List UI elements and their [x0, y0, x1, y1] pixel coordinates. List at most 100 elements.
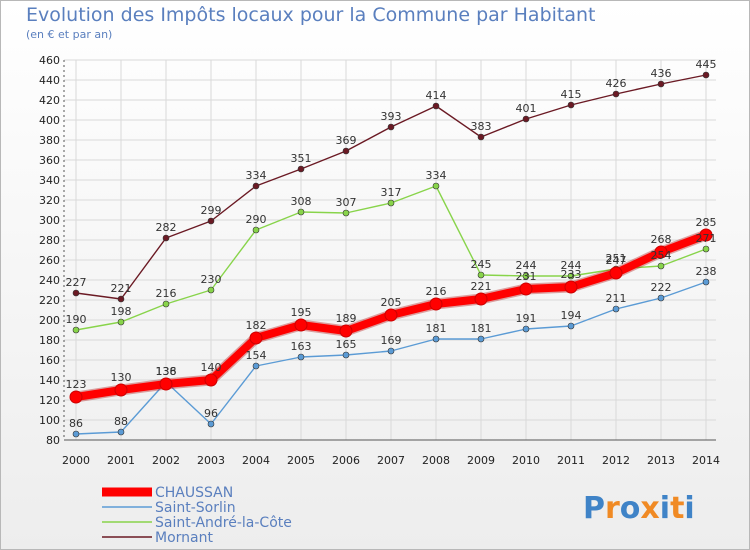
data-label-saint-andr-la-c-te-2001: 198 — [111, 305, 132, 318]
x-tick-label-2003: 2003 — [197, 454, 225, 467]
data-label-saint-sorlin-2003: 96 — [204, 407, 218, 420]
data-label-saint-andr-la-c-te-2000: 190 — [66, 313, 87, 326]
data-label-saint-andr-la-c-te-2014: 271 — [696, 232, 717, 245]
data-label-chaussan-2006: 189 — [336, 312, 357, 325]
point-saint-andr-la-c-te-2001 — [117, 318, 125, 326]
x-tick-label-2014: 2014 — [692, 454, 720, 467]
point-chaussan-2002 — [159, 377, 173, 391]
point-saint-sorlin-2013 — [657, 294, 665, 302]
data-label-saint-andr-la-c-te-2005: 308 — [291, 195, 312, 208]
y-tick-label-440: 440 — [39, 74, 60, 87]
data-label-saint-andr-la-c-te-2010: 244 — [516, 259, 537, 272]
logo-letter: x — [640, 491, 659, 526]
y-tick-label-340: 340 — [39, 174, 60, 187]
logo-letter: i — [684, 491, 694, 526]
data-label-mornant-2012: 426 — [606, 77, 627, 90]
point-saint-sorlin-2007 — [387, 347, 395, 355]
data-label-saint-sorlin-2014: 238 — [696, 265, 717, 278]
data-label-mornant-2014: 445 — [696, 58, 717, 71]
point-saint-sorlin-2012 — [612, 305, 620, 313]
point-chaussan-2001 — [114, 383, 128, 397]
data-label-chaussan-2009: 221 — [471, 280, 492, 293]
data-label-saint-sorlin-2005: 163 — [291, 340, 312, 353]
point-mornant-2003 — [207, 217, 215, 225]
data-label-chaussan-2001: 130 — [111, 371, 132, 384]
x-tick-label-2009: 2009 — [467, 454, 495, 467]
y-tick-label-420: 420 — [39, 94, 60, 107]
x-tick-label-2005: 2005 — [287, 454, 315, 467]
point-mornant-2009 — [477, 133, 485, 141]
data-label-saint-andr-la-c-te-2003: 230 — [201, 273, 222, 286]
point-saint-sorlin-2005 — [297, 353, 305, 361]
x-tick-label-2012: 2012 — [602, 454, 630, 467]
data-label-mornant-2001: 221 — [111, 282, 132, 295]
point-mornant-2001 — [117, 295, 125, 303]
point-saint-andr-la-c-te-2011 — [567, 272, 575, 280]
proxiti-logo: Proxiti — [583, 491, 695, 526]
data-label-saint-andr-la-c-te-2012: 251 — [606, 252, 627, 265]
point-saint-sorlin-2010 — [522, 325, 530, 333]
data-label-mornant-2004: 334 — [246, 169, 267, 182]
data-label-saint-andr-la-c-te-2002: 216 — [156, 287, 177, 300]
y-tick-label-460: 460 — [39, 54, 60, 67]
point-mornant-2014 — [702, 71, 710, 79]
point-saint-sorlin-2008 — [432, 335, 440, 343]
point-saint-andr-la-c-te-2005 — [297, 208, 305, 216]
data-label-saint-sorlin-2009: 181 — [471, 322, 492, 335]
point-chaussan-2014 — [699, 228, 713, 242]
data-label-saint-sorlin-2001: 88 — [114, 415, 128, 428]
logo-letter: t — [670, 491, 684, 526]
point-chaussan-2000 — [69, 390, 83, 404]
y-tick-label-280: 280 — [39, 234, 60, 247]
x-tick-label-2002: 2002 — [152, 454, 180, 467]
point-chaussan-2012 — [609, 266, 623, 280]
x-tick-label-2013: 2013 — [647, 454, 675, 467]
legend-label-saint-sorlin: Saint-Sorlin — [155, 500, 236, 516]
data-label-mornant-2010: 401 — [516, 102, 537, 115]
data-label-saint-andr-la-c-te-2013: 254 — [651, 249, 672, 262]
point-saint-sorlin-2001 — [117, 428, 125, 436]
y-tick-label-120: 120 — [39, 394, 60, 407]
data-label-saint-andr-la-c-te-2007: 317 — [381, 186, 402, 199]
data-label-chaussan-2002: 136 — [156, 365, 177, 378]
data-label-mornant-2006: 369 — [336, 134, 357, 147]
point-saint-sorlin-2006 — [342, 351, 350, 359]
y-tick-label-400: 400 — [39, 114, 60, 127]
y-tick-label-360: 360 — [39, 154, 60, 167]
data-label-chaussan-2003: 140 — [201, 361, 222, 374]
y-tick-label-100: 100 — [39, 414, 60, 427]
axes: 80 100 120 140 160 180 200 220 240 260 280 300 320 34… — [39, 54, 720, 467]
logo-letter: P — [583, 491, 605, 526]
y-tick-label-160: 160 — [39, 354, 60, 367]
data-label-saint-sorlin-2000: 86 — [69, 417, 83, 430]
point-chaussan-2009 — [474, 292, 488, 306]
data-label-saint-sorlin-2013: 222 — [651, 281, 672, 294]
data-label-chaussan-2014: 285 — [696, 216, 717, 229]
point-mornant-2010 — [522, 115, 530, 123]
point-saint-sorlin-2011 — [567, 322, 575, 330]
chart-title: Evolution des Impôts locaux pour la Comm… — [26, 4, 596, 26]
logo-letter: i — [660, 491, 670, 526]
data-label-mornant-2007: 393 — [381, 110, 402, 123]
point-saint-andr-la-c-te-2013 — [657, 262, 665, 270]
point-chaussan-2013 — [654, 245, 668, 259]
legend-label-mornant: Mornant — [155, 530, 213, 546]
point-mornant-2002 — [162, 234, 170, 242]
series-layer — [69, 71, 713, 438]
data-label-chaussan-2008: 216 — [426, 285, 447, 298]
point-mornant-2000 — [72, 289, 80, 297]
point-saint-sorlin-2004 — [252, 362, 260, 370]
point-saint-sorlin-2000 — [72, 430, 80, 438]
point-chaussan-2005 — [294, 318, 308, 332]
data-label-mornant-2009: 383 — [471, 120, 492, 133]
data-label-mornant-2008: 414 — [426, 89, 447, 102]
y-tick-label-320: 320 — [39, 194, 60, 207]
point-saint-andr-la-c-te-2000 — [72, 326, 80, 334]
y-tick-label-80: 80 — [46, 434, 60, 447]
x-tick-label-2004: 2004 — [242, 454, 270, 467]
data-label-saint-sorlin-2008: 181 — [426, 322, 447, 335]
point-chaussan-2008 — [429, 297, 443, 311]
point-mornant-2005 — [297, 165, 305, 173]
point-saint-sorlin-2009 — [477, 335, 485, 343]
